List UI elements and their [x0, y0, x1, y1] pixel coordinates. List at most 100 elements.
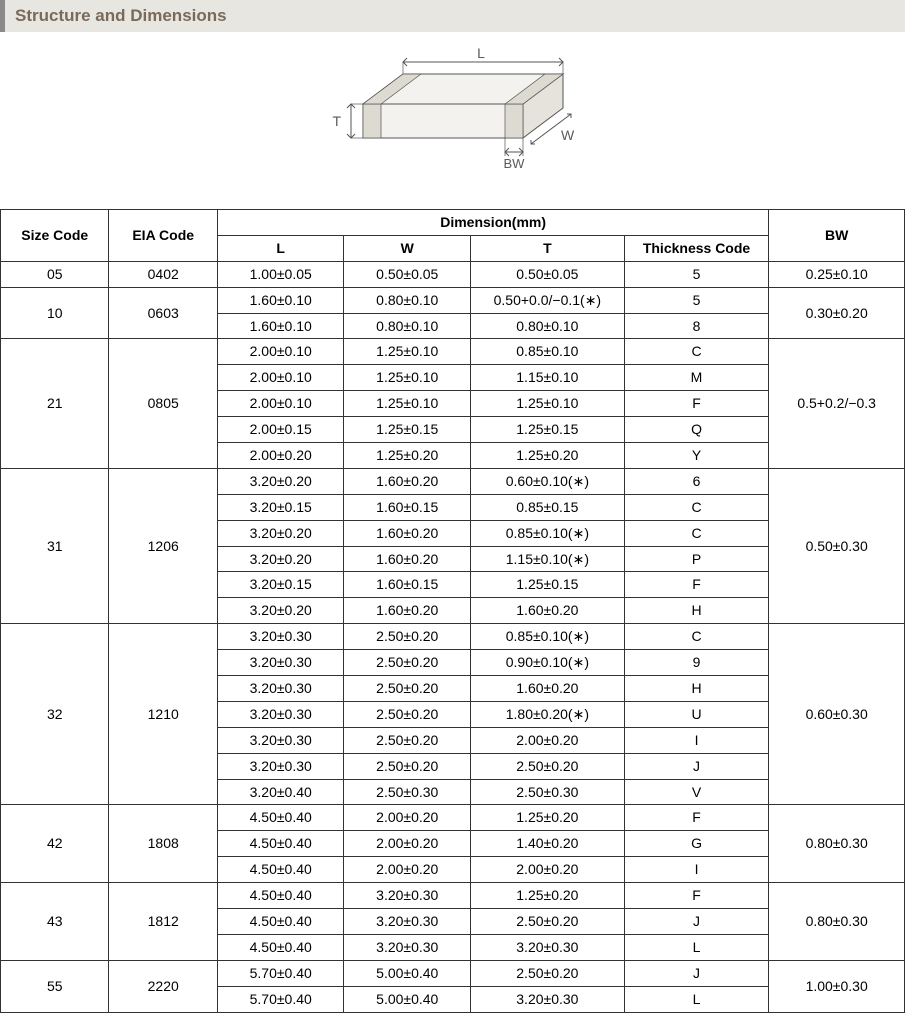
cell-thk: F — [624, 572, 769, 598]
cell-l: 3.20±0.40 — [217, 779, 344, 805]
cell-l: 5.70±0.40 — [217, 986, 344, 1012]
cell-w: 3.20±0.30 — [344, 909, 471, 935]
cell-l: 3.20±0.20 — [217, 546, 344, 572]
cell-t: 0.90±0.10(∗) — [471, 650, 625, 676]
cell-w: 2.50±0.20 — [344, 676, 471, 702]
cell-l: 2.00±0.10 — [217, 391, 344, 417]
cell-thk: H — [624, 598, 769, 624]
cell-t: 0.50+0.0/−0.1(∗) — [471, 287, 625, 313]
cell-thk: L — [624, 934, 769, 960]
cell-thk: I — [624, 857, 769, 883]
cell-w: 1.25±0.10 — [344, 391, 471, 417]
cell-w: 1.25±0.20 — [344, 443, 471, 469]
cell-t: 1.60±0.20 — [471, 676, 625, 702]
cell-l: 4.50±0.40 — [217, 934, 344, 960]
cell-eia: 2220 — [109, 960, 217, 1012]
cell-t: 1.25±0.20 — [471, 443, 625, 469]
cell-l: 3.20±0.30 — [217, 753, 344, 779]
cell-l: 3.20±0.20 — [217, 598, 344, 624]
cell-l: 2.00±0.10 — [217, 339, 344, 365]
th-t: T — [471, 235, 625, 261]
cell-t: 3.20±0.30 — [471, 986, 625, 1012]
table-head: Size Code EIA Code Dimension(mm) BW L W … — [1, 210, 905, 262]
cell-size: 31 — [1, 468, 109, 623]
cell-thk: J — [624, 753, 769, 779]
cell-thk: L — [624, 986, 769, 1012]
diagram-label-w: W — [561, 127, 575, 143]
cell-eia: 1210 — [109, 624, 217, 805]
cell-w: 1.60±0.15 — [344, 572, 471, 598]
cell-size: 05 — [1, 261, 109, 287]
cell-size: 21 — [1, 339, 109, 468]
table-row: 4218084.50±0.402.00±0.201.25±0.20F0.80±0… — [1, 805, 905, 831]
cell-t: 2.00±0.20 — [471, 857, 625, 883]
th-eia: EIA Code — [109, 210, 217, 262]
cell-w: 0.80±0.10 — [344, 287, 471, 313]
cell-thk: 5 — [624, 261, 769, 287]
cell-bw: 0.80±0.30 — [769, 883, 905, 961]
cell-w: 2.00±0.20 — [344, 831, 471, 857]
th-bw: BW — [769, 210, 905, 262]
cell-thk: 9 — [624, 650, 769, 676]
table-row: 1006031.60±0.100.80±0.100.50+0.0/−0.1(∗)… — [1, 287, 905, 313]
th-size: Size Code — [1, 210, 109, 262]
table-row: 3112063.20±0.201.60±0.200.60±0.10(∗)60.5… — [1, 468, 905, 494]
cell-l: 5.70±0.40 — [217, 960, 344, 986]
cell-l: 3.20±0.30 — [217, 727, 344, 753]
cell-t: 0.60±0.10(∗) — [471, 468, 625, 494]
cell-w: 5.00±0.40 — [344, 960, 471, 986]
cell-w: 1.25±0.10 — [344, 339, 471, 365]
cell-bw: 0.80±0.30 — [769, 805, 905, 883]
cell-size: 32 — [1, 624, 109, 805]
cell-t: 0.85±0.15 — [471, 494, 625, 520]
cell-l: 3.20±0.15 — [217, 494, 344, 520]
cell-t: 0.85±0.10(∗) — [471, 520, 625, 546]
section-header: Structure and Dimensions — [0, 0, 905, 32]
table-row: 2108052.00±0.101.25±0.100.85±0.10C0.5+0.… — [1, 339, 905, 365]
cell-t: 2.50±0.20 — [471, 909, 625, 935]
cell-eia: 0603 — [109, 287, 217, 339]
table-row: 5522205.70±0.405.00±0.402.50±0.20J1.00±0… — [1, 960, 905, 986]
cell-w: 3.20±0.30 — [344, 934, 471, 960]
cell-bw: 0.50±0.30 — [769, 468, 905, 623]
cell-w: 1.60±0.15 — [344, 494, 471, 520]
cell-bw: 0.5+0.2/−0.3 — [769, 339, 905, 468]
cell-t: 0.85±0.10 — [471, 339, 625, 365]
cell-l: 3.20±0.20 — [217, 520, 344, 546]
cell-t: 1.60±0.20 — [471, 598, 625, 624]
th-thk: Thickness Code — [624, 235, 769, 261]
cell-thk: C — [624, 339, 769, 365]
cell-w: 0.80±0.10 — [344, 313, 471, 339]
cell-w: 1.60±0.20 — [344, 598, 471, 624]
cell-thk: Y — [624, 443, 769, 469]
cell-bw: 0.30±0.20 — [769, 287, 905, 339]
cell-t: 2.50±0.30 — [471, 779, 625, 805]
cell-l: 1.60±0.10 — [217, 313, 344, 339]
cell-w: 2.50±0.30 — [344, 779, 471, 805]
cell-size: 43 — [1, 883, 109, 961]
cell-t: 1.25±0.15 — [471, 572, 625, 598]
cell-thk: 6 — [624, 468, 769, 494]
cell-bw: 1.00±0.30 — [769, 960, 905, 1012]
diagram-label-bw: BW — [503, 156, 525, 171]
cell-w: 0.50±0.05 — [344, 261, 471, 287]
cell-eia: 1206 — [109, 468, 217, 623]
cell-t: 2.00±0.20 — [471, 727, 625, 753]
cell-t: 1.80±0.20(∗) — [471, 701, 625, 727]
cell-thk: J — [624, 960, 769, 986]
cell-size: 10 — [1, 287, 109, 339]
cell-thk: 8 — [624, 313, 769, 339]
cell-thk: V — [624, 779, 769, 805]
dimension-diagram: L W T BW — [0, 40, 905, 209]
cell-l: 4.50±0.40 — [217, 805, 344, 831]
cell-thk: Q — [624, 417, 769, 443]
cell-w: 1.60±0.20 — [344, 546, 471, 572]
cell-w: 2.50±0.20 — [344, 727, 471, 753]
table-row: 3212103.20±0.302.50±0.200.85±0.10(∗)C0.6… — [1, 624, 905, 650]
cell-eia: 0402 — [109, 261, 217, 287]
cell-thk: I — [624, 727, 769, 753]
cell-thk: M — [624, 365, 769, 391]
cell-t: 0.80±0.10 — [471, 313, 625, 339]
cell-w: 2.00±0.20 — [344, 805, 471, 831]
cell-t: 1.25±0.20 — [471, 805, 625, 831]
